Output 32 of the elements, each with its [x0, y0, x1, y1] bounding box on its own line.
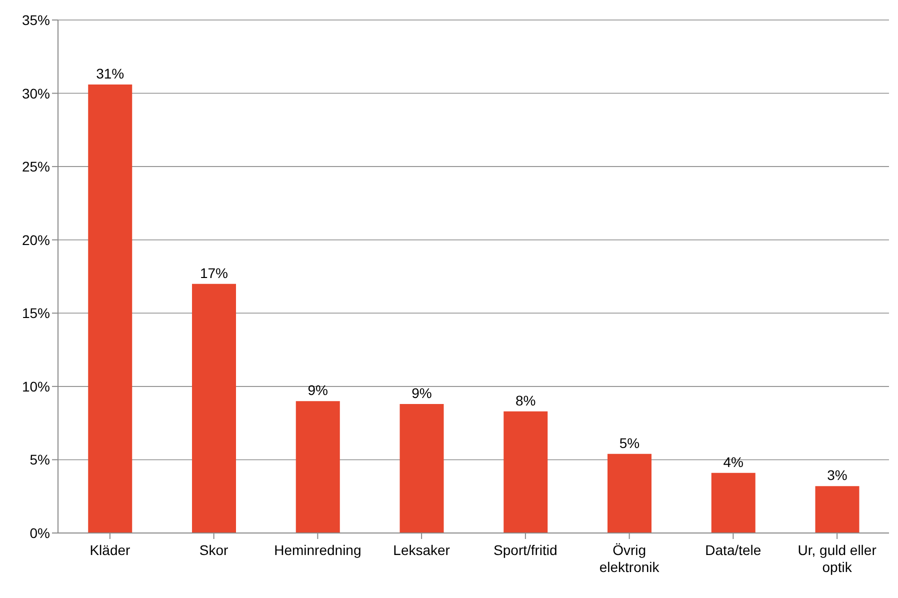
- y-tick-label: 5%: [30, 452, 50, 468]
- bar: [711, 472, 756, 533]
- bar: [88, 84, 132, 533]
- data-label: 4%: [723, 454, 744, 470]
- y-tick-label: 35%: [22, 12, 50, 28]
- data-label: 5%: [619, 434, 640, 451]
- bar: [400, 404, 444, 533]
- bar: [608, 454, 652, 533]
- data-label: 9%: [412, 385, 432, 402]
- x-tick-label: Heminredning: [274, 542, 362, 558]
- bar: [815, 486, 860, 533]
- x-tick-label: Leksaker: [393, 542, 450, 558]
- data-label: 8%: [516, 392, 536, 408]
- x-tick-label: Övrig elektronik: [599, 542, 660, 575]
- x-tick-label: Kläder: [90, 542, 131, 558]
- y-tick-label: 15%: [22, 305, 50, 322]
- bar: [504, 411, 548, 533]
- data-label: 3%: [827, 467, 848, 484]
- data-label: 9%: [308, 382, 328, 398]
- y-tick-label: 10%: [22, 378, 50, 394]
- data-label: 31%: [96, 65, 124, 82]
- x-tick-label: Sport/fritid: [494, 542, 558, 558]
- x-tick-label: Skor: [199, 542, 229, 558]
- y-tick-label: 20%: [22, 232, 50, 248]
- x-tick-label: Ur, guld eller optik: [798, 542, 877, 575]
- data-label: 17%: [200, 264, 228, 281]
- y-tick-label: 30%: [22, 85, 50, 102]
- y-tick-label: 0%: [30, 524, 50, 541]
- y-tick-label: 25%: [22, 158, 50, 175]
- bar: [192, 284, 236, 533]
- x-tick-label: Data/tele: [705, 542, 762, 558]
- bar: [296, 401, 340, 533]
